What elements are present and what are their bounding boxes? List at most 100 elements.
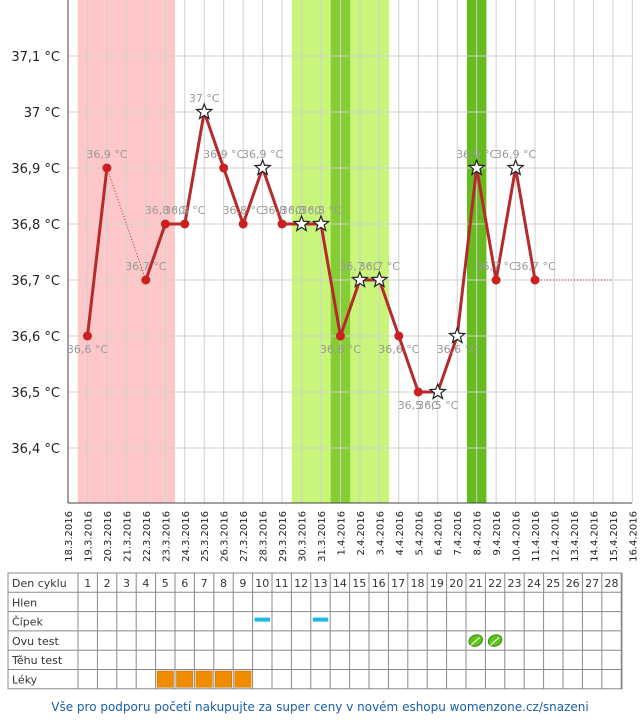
table-day-number: 13 <box>314 577 328 590</box>
leky-marker <box>215 670 232 688</box>
point-value-label: 36,7 °C <box>125 260 166 273</box>
y-tick-label: 36,7 °C <box>11 274 60 289</box>
table-day-number: 12 <box>294 577 308 590</box>
table-day-number: 15 <box>352 577 366 590</box>
point-marker <box>180 219 190 229</box>
table-day-number: 22 <box>488 577 502 590</box>
point-value-label: 36,9 °C <box>456 148 497 161</box>
leky-marker <box>195 670 213 688</box>
x-tick-label: 11.4.2016 <box>531 511 542 562</box>
y-tick-label: 37 °C <box>24 106 60 121</box>
point-star-marker <box>428 382 447 400</box>
table-day-number: 9 <box>239 577 246 590</box>
point-value-label: 36,8 °C <box>223 204 264 217</box>
point-marker <box>238 219 248 229</box>
table-day-number: 8 <box>220 577 227 590</box>
cipek-marker <box>254 617 270 622</box>
table-day-number: 18 <box>411 577 425 590</box>
series-segment <box>494 167 518 281</box>
table-day-number: 27 <box>585 577 599 590</box>
table-row-label: Těhu test <box>11 654 63 667</box>
y-tick-label: 36,9 °C <box>11 162 60 177</box>
table-day-number: 3 <box>123 577 130 590</box>
x-tick-label: 31.3.2016 <box>317 511 328 562</box>
point-marker <box>160 219 170 229</box>
footer-promo[interactable]: Vše pro podporu početí nakupujte za supe… <box>0 700 640 714</box>
point-value-label: 36,7 °C <box>514 260 555 273</box>
series-segment <box>377 279 401 337</box>
point-value-label: 36,9 °C <box>203 148 244 161</box>
point-value-label: 36,6 °C <box>437 343 478 356</box>
series-segment <box>85 167 109 337</box>
leky-marker <box>176 670 194 688</box>
point-value-label: 36,7 °C <box>476 260 517 273</box>
point-value-label: 36,8 °C <box>261 204 302 217</box>
point-value-label: 36,9 °C <box>86 148 127 161</box>
x-tick-label: 7.4.2016 <box>453 511 464 556</box>
series-segment <box>261 167 284 225</box>
x-tick-label: 5.4.2016 <box>414 511 425 556</box>
table-day-number: 23 <box>508 577 522 590</box>
x-tick-label: 23.3.2016 <box>161 511 172 562</box>
bbt-chart: 36,4 °C 36,5 °C 36,6 °C 36,7 °C 36,8 °C 36,9 … <box>7 0 639 690</box>
point-marker <box>335 331 345 341</box>
x-tick-label: 14.4.2016 <box>589 511 600 562</box>
leky-marker <box>234 670 252 688</box>
series-segment <box>397 335 420 393</box>
x-tick-label: 12.4.2016 <box>551 511 562 562</box>
point-marker <box>413 387 423 397</box>
x-tick-label: 18.3.2016 <box>64 511 75 562</box>
point-marker <box>82 331 92 341</box>
table-day-number: 5 <box>162 577 169 590</box>
point-value-label: 36,8 °C <box>281 204 322 217</box>
x-tick-label: 6.4.2016 <box>434 511 445 556</box>
footer-link[interactable]: Vše pro podporu početí nakupujte za supe… <box>51 700 589 714</box>
series-segment <box>183 111 206 225</box>
series-segment <box>144 223 167 281</box>
x-tick-label: 16.4.2016 <box>628 511 639 562</box>
point-marker <box>530 275 540 285</box>
table-day-number: 10 <box>255 577 269 590</box>
x-tick-label: 30.3.2016 <box>298 511 309 562</box>
point-star-marker <box>447 326 467 344</box>
y-tick-label: 36,4 °C <box>11 442 60 457</box>
x-tick-label: 19.3.2016 <box>83 511 94 562</box>
y-tick-label: 36,8 °C <box>11 218 60 233</box>
table-day-number: 25 <box>546 577 560 590</box>
leky-marker <box>156 670 174 688</box>
series-segment <box>202 111 226 169</box>
x-tick-label: 1.4.2016 <box>336 511 347 556</box>
x-tick-label: 10.4.2016 <box>512 511 523 562</box>
y-tick-label: 36,6 °C <box>11 330 60 345</box>
table-row-label: Léky <box>12 674 38 687</box>
x-tick-label: 15.4.2016 <box>609 511 620 562</box>
table-row-label: Den cyklu <box>12 577 67 590</box>
series-segment <box>455 167 479 337</box>
ovu-test-icon-vein <box>470 637 481 646</box>
x-tick-label: 28.3.2016 <box>259 511 270 562</box>
table-day-number: 11 <box>275 577 289 590</box>
point-marker <box>102 163 112 173</box>
series-segment <box>241 167 265 225</box>
x-tick-label: 21.3.2016 <box>122 511 133 562</box>
point-value-label: 36,9 °C <box>495 148 536 161</box>
series-segment <box>339 279 362 337</box>
x-tick-label: 20.3.2016 <box>103 511 114 562</box>
x-tick-label: 4.4.2016 <box>395 511 406 556</box>
point-star-marker <box>506 158 525 176</box>
x-tick-label: 13.4.2016 <box>570 511 581 562</box>
table-day-number: 21 <box>469 577 483 590</box>
x-tick-label: 24.3.2016 <box>181 511 192 562</box>
table-day-number: 20 <box>449 577 463 590</box>
point-value-label: 36,6 °C <box>378 343 419 356</box>
table-day-number: 1 <box>84 577 91 590</box>
point-star-marker <box>311 214 331 232</box>
point-star-marker <box>253 158 272 176</box>
point-value-label: 36,8 °C <box>300 204 341 217</box>
series-segment <box>436 335 459 393</box>
point-star-marker <box>195 102 214 120</box>
point-star-marker <box>467 158 486 176</box>
point-value-label: 36,8 °C <box>164 204 205 217</box>
point-value-label: 37 °C <box>189 92 220 105</box>
x-tick-label: 2.4.2016 <box>356 511 367 556</box>
